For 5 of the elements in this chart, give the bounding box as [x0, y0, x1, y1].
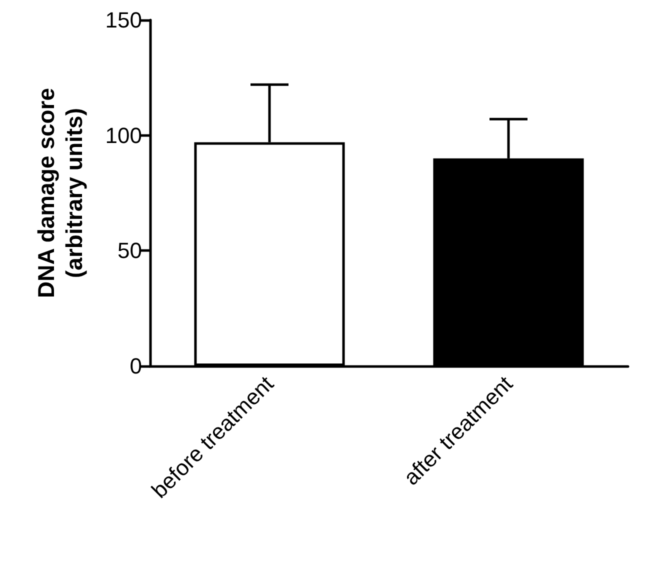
y-tick-label: 100 [105, 122, 142, 148]
y-tick-label: 150 [105, 8, 142, 32]
y-axis-title: DNA damage score (arbitrary units) [33, 88, 87, 298]
y-tick-label: 50 [118, 238, 142, 264]
y-tick-label: 0 [130, 354, 142, 378]
